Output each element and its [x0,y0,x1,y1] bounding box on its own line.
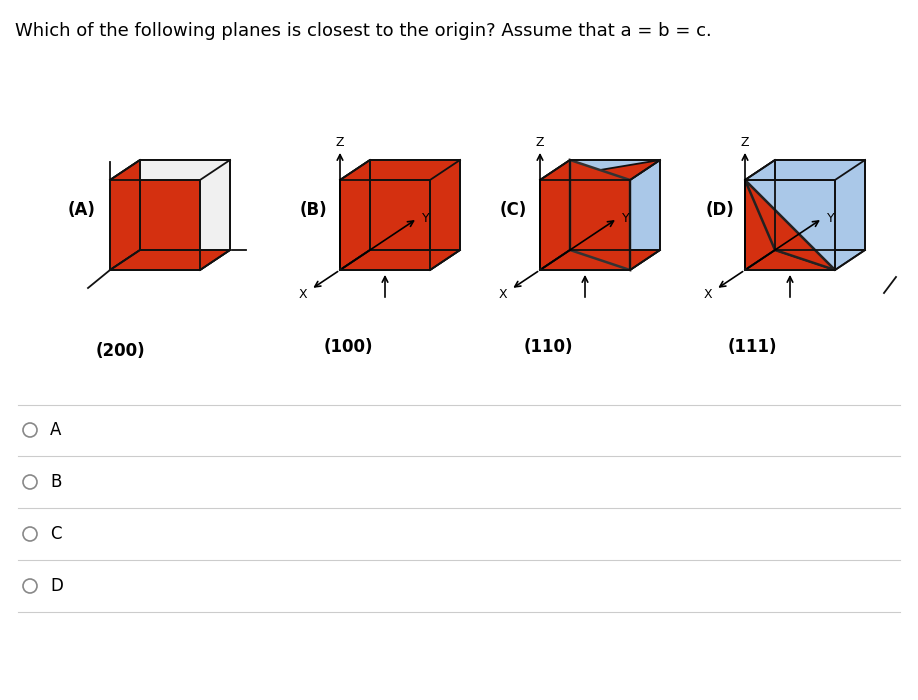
Text: X: X [298,288,308,301]
Polygon shape [745,250,835,270]
Polygon shape [540,250,660,270]
Text: Y: Y [421,212,430,225]
Polygon shape [630,160,660,270]
Text: A: A [50,421,62,439]
Polygon shape [340,250,460,270]
Text: (C): (C) [500,201,527,219]
Polygon shape [110,160,230,180]
Text: (100): (100) [323,338,373,356]
Polygon shape [430,160,460,270]
Polygon shape [775,160,865,250]
Text: (D): (D) [706,201,734,219]
Text: X: X [703,288,712,301]
Polygon shape [570,160,630,270]
Text: Z: Z [741,136,749,150]
Polygon shape [200,160,230,270]
Text: Z: Z [536,136,544,150]
Polygon shape [370,160,460,250]
Polygon shape [540,160,660,180]
Text: C: C [50,525,62,543]
Polygon shape [745,180,835,270]
Polygon shape [110,180,200,270]
Polygon shape [340,160,460,180]
Text: (110): (110) [523,338,573,356]
Text: D: D [50,577,62,595]
Text: Y: Y [621,212,629,225]
Text: B: B [50,473,62,491]
Polygon shape [570,160,660,250]
Text: Y: Y [826,212,834,225]
Polygon shape [540,160,570,270]
Text: (111): (111) [727,338,777,356]
Text: Z: Z [336,136,344,150]
Polygon shape [835,160,865,270]
Text: X: X [498,288,507,301]
Polygon shape [745,160,865,180]
Polygon shape [140,160,230,250]
Polygon shape [340,160,370,270]
Polygon shape [745,180,775,270]
Text: (200): (200) [95,342,145,360]
Polygon shape [110,160,140,270]
Polygon shape [745,180,835,270]
Text: (B): (B) [300,201,328,219]
Polygon shape [110,250,230,270]
Polygon shape [340,180,430,270]
Text: (A): (A) [68,201,95,219]
Polygon shape [745,180,835,270]
Text: Which of the following planes is closest to the origin? Assume that a = b = c.: Which of the following planes is closest… [15,22,711,40]
Polygon shape [745,160,775,270]
Polygon shape [540,160,660,180]
Polygon shape [540,180,630,270]
